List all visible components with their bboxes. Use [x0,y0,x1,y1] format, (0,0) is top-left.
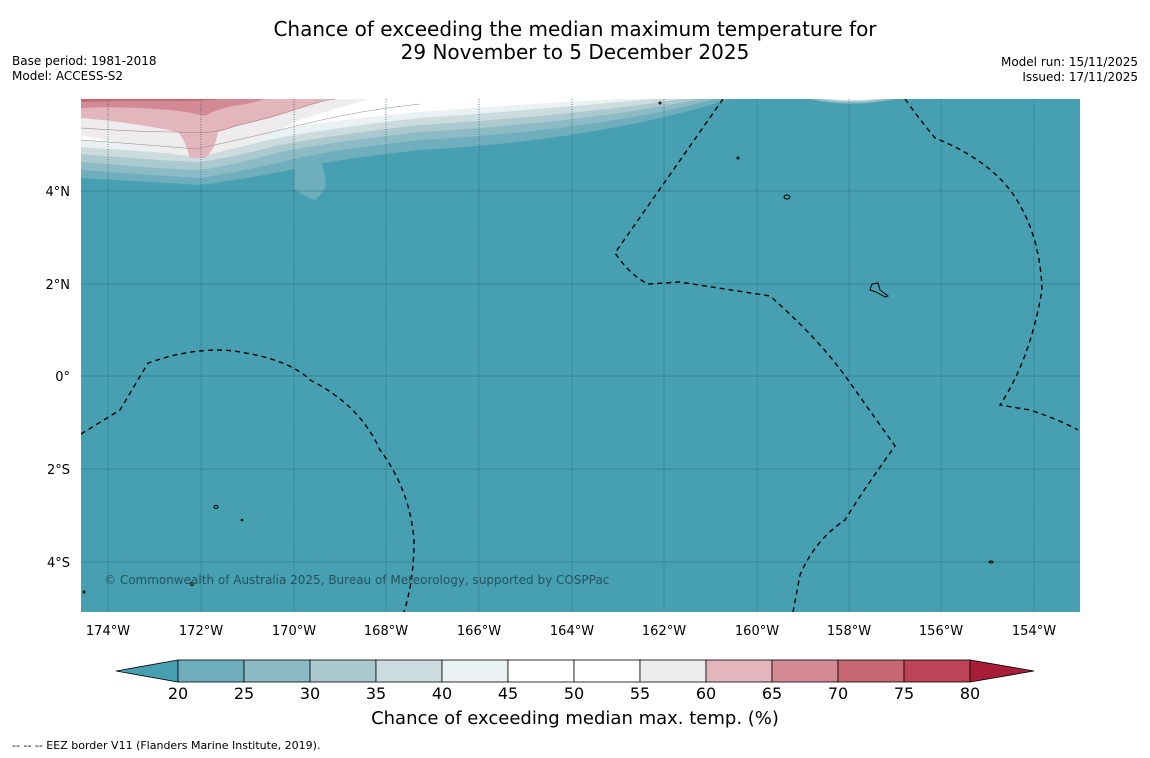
colorbar-segment [177,659,245,683]
lat-label: 4°N [46,185,71,200]
colorbar-tick-label: 45 [498,684,518,703]
lon-label: 166°W [457,624,501,639]
eez-borders [81,99,1079,612]
lon-label: 174°W [86,624,130,639]
lon-label: 168°W [364,624,408,639]
colorbar-tick-label: 50 [564,684,584,703]
colorbar-segment [705,659,773,683]
islands [82,101,994,594]
lon-label: 170°W [272,624,316,639]
lon-label: 164°W [550,624,594,639]
copyright-text: © Commonwealth of Australia 2025, Bureau… [104,573,609,587]
issued-date: Issued: 17/11/2025 [1022,70,1138,84]
colorbar-segment [309,659,377,683]
colorbar-tick-label: 35 [366,684,386,703]
colorbar-tick-label: 40 [432,684,452,703]
map-background [81,99,1080,612]
colorbar-tick-label: 30 [300,684,320,703]
gridlines [107,99,1035,612]
colorbar-tick-label: 60 [696,684,716,703]
map-title: Chance of exceeding the median maximum t… [0,18,1150,64]
colorbar-label: Chance of exceeding median max. temp. (%… [371,708,779,729]
base-period: Base period: 1981-2018 [12,54,157,68]
model-name: Model: ACCESS-S2 [12,69,124,83]
colorbar-segment [771,659,839,683]
colorbar: 20 25 30 35 40 45 50 55 60 65 70 75 80 [115,659,1035,703]
colorbar-segment [573,659,641,683]
colorbar-tick-label: 55 [630,684,650,703]
latitude-lines [81,190,1080,563]
colorbar-extend-high [969,659,1035,683]
colorbar-tick-label: 75 [894,684,914,703]
lon-label: 172°W [179,624,223,639]
lon-label: 156°W [919,624,963,639]
colorbar-segment [441,659,509,683]
colorbar-segment [837,659,905,683]
lat-label: 2°S [47,463,70,478]
lon-label: 158°W [827,624,871,639]
model-run: Model run: 15/11/2025 [1000,55,1138,69]
eez-footnote: -- -- -- EEZ border V11 (Flanders Marine… [12,739,321,752]
colorbar-tick-label: 20 [168,684,188,703]
colorbar-tick-label: 70 [828,684,848,703]
colorbar-segment [903,659,971,683]
longitude-labels: 174°W 172°W 170°W 168°W 166°W 164°W 162°… [86,624,1056,639]
colorbar-tick-label: 65 [762,684,782,703]
meta-left: Base period: 1981-2018 Model: ACCESS-S2 [12,54,157,84]
title-line-1: Chance of exceeding the median maximum t… [273,17,877,41]
colorbar-segment [243,659,311,683]
lon-label: 160°W [735,624,779,639]
colorbar-extend-low [115,659,179,683]
colorbar-segment [507,659,575,683]
lat-label: 0° [55,370,70,385]
anomaly-contours [81,99,895,200]
lat-label: 4°S [47,556,70,571]
colorbar-segment [375,659,443,683]
colorbar-tick-label: 80 [960,684,980,703]
meta-right: Model run: 15/11/2025 Issued: 17/11/2025 [1001,55,1138,85]
lat-label: 2°N [46,278,71,293]
colorbar-tick-label: 25 [234,684,254,703]
title-line-2: 29 November to 5 December 2025 [400,40,750,64]
lon-label: 154°W [1012,624,1056,639]
colorbar-segment [639,659,707,683]
lon-label: 162°W [642,624,686,639]
latitude-labels: 4°N 2°N 0° 2°S 4°S [46,185,71,571]
